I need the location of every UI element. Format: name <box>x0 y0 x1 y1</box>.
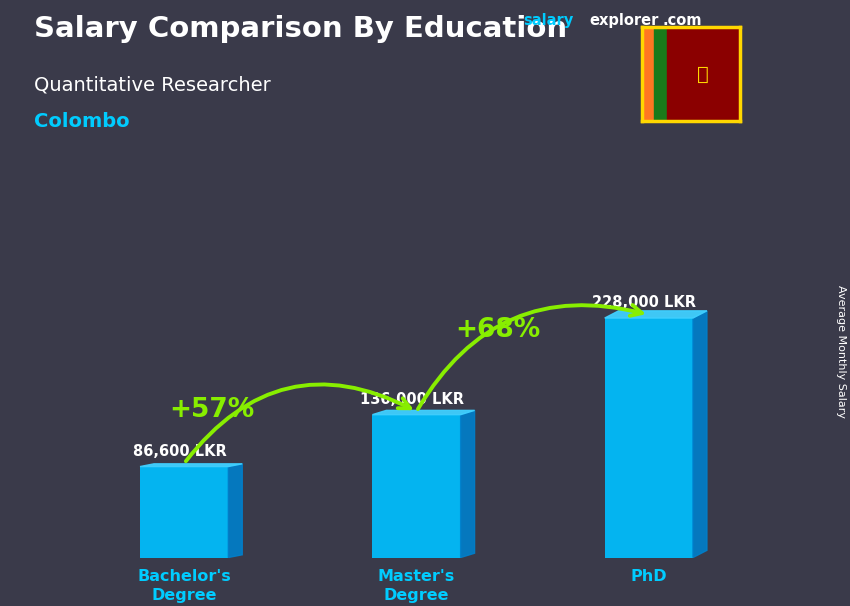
Bar <box>140 467 229 558</box>
Text: +68%: +68% <box>456 316 541 342</box>
Bar <box>667 27 740 121</box>
Polygon shape <box>372 410 474 415</box>
Text: 🦁: 🦁 <box>698 65 709 84</box>
Bar <box>654 27 667 121</box>
Text: +57%: +57% <box>169 397 255 423</box>
Text: salary: salary <box>523 13 573 28</box>
Polygon shape <box>461 410 474 558</box>
Text: 86,600 LKR: 86,600 LKR <box>133 444 226 459</box>
Text: Average Monthly Salary: Average Monthly Salary <box>836 285 846 418</box>
Text: Colombo: Colombo <box>34 112 129 131</box>
Polygon shape <box>229 464 242 558</box>
Text: explorer: explorer <box>589 13 659 28</box>
Bar <box>604 318 693 558</box>
Polygon shape <box>604 311 707 318</box>
Bar <box>642 27 654 121</box>
Text: 136,000 LKR: 136,000 LKR <box>360 392 464 407</box>
Text: 228,000 LKR: 228,000 LKR <box>592 295 696 310</box>
Bar <box>372 415 461 558</box>
Polygon shape <box>693 311 707 558</box>
Text: Salary Comparison By Education: Salary Comparison By Education <box>34 15 567 43</box>
Text: .com: .com <box>663 13 702 28</box>
Text: Quantitative Researcher: Quantitative Researcher <box>34 76 271 95</box>
Polygon shape <box>140 464 242 467</box>
